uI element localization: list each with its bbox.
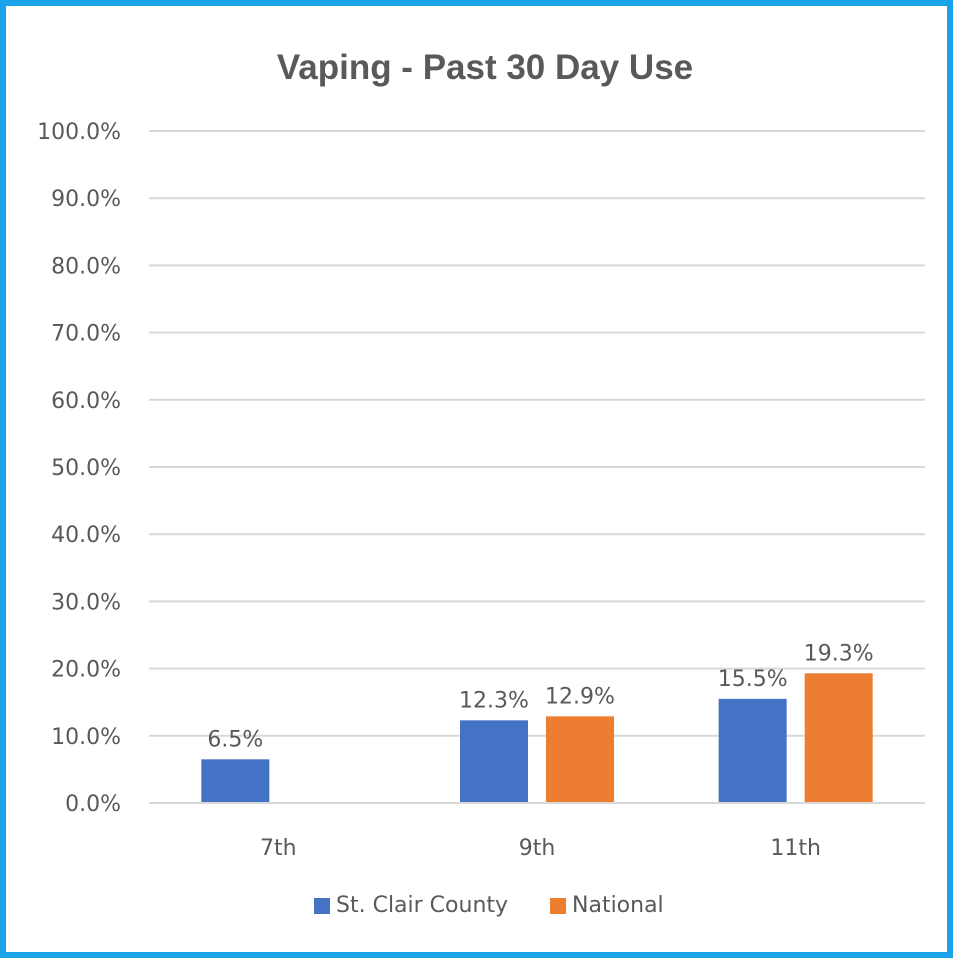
legend-swatch-st-clair-county xyxy=(314,898,330,914)
y-tick-label: 20.0% xyxy=(51,658,121,683)
y-tick-label: 10.0% xyxy=(51,725,121,750)
x-tick-label: 11th xyxy=(770,836,821,861)
y-tick-label: 80.0% xyxy=(51,254,121,279)
bar-national-9th xyxy=(546,716,614,803)
chart: Vaping - Past 30 Day Use 0.0% 10.0% 20.0% 3… xyxy=(37,48,925,918)
y-tick-label: 90.0% xyxy=(51,187,121,212)
legend-label-national: National xyxy=(572,893,664,918)
y-tick-label: 0.0% xyxy=(65,792,121,817)
x-tick-label: 7th xyxy=(260,836,297,861)
legend-label-st-clair-county: St. Clair County xyxy=(336,893,508,918)
y-tick-label: 70.0% xyxy=(51,322,121,347)
bar-national-11th xyxy=(804,673,873,803)
y-tick-label: 30.0% xyxy=(51,590,121,615)
data-labels: 6.5% 12.3% 12.9% 15.5% 19.3% xyxy=(207,641,873,752)
y-tick-label: 100.0% xyxy=(37,120,121,145)
gridlines xyxy=(149,130,925,804)
bar-st-clair-county-7th xyxy=(201,759,270,803)
y-tick-label: 60.0% xyxy=(51,389,121,414)
y-tick-label: 50.0% xyxy=(51,456,121,481)
data-label: 12.9% xyxy=(545,684,615,709)
data-label: 15.5% xyxy=(718,667,788,692)
chart-title: Vaping - Past 30 Day Use xyxy=(277,48,693,87)
x-axis: 7th 9th 11th xyxy=(149,802,925,861)
legend: St. Clair County National xyxy=(314,893,664,918)
x-tick-label: 9th xyxy=(519,836,556,861)
y-axis: 0.0% 10.0% 20.0% 30.0% 40.0% 50.0% 60.0% 70.0% 8… xyxy=(37,120,121,817)
data-label: 19.3% xyxy=(804,641,874,666)
bar-st-clair-county-9th xyxy=(460,720,528,803)
y-tick-label: 40.0% xyxy=(51,523,121,548)
bar-st-clair-county-11th xyxy=(718,698,787,803)
data-label: 6.5% xyxy=(207,727,263,752)
data-label: 12.3% xyxy=(459,688,529,713)
legend-swatch-national xyxy=(550,898,566,914)
bars xyxy=(201,673,873,803)
